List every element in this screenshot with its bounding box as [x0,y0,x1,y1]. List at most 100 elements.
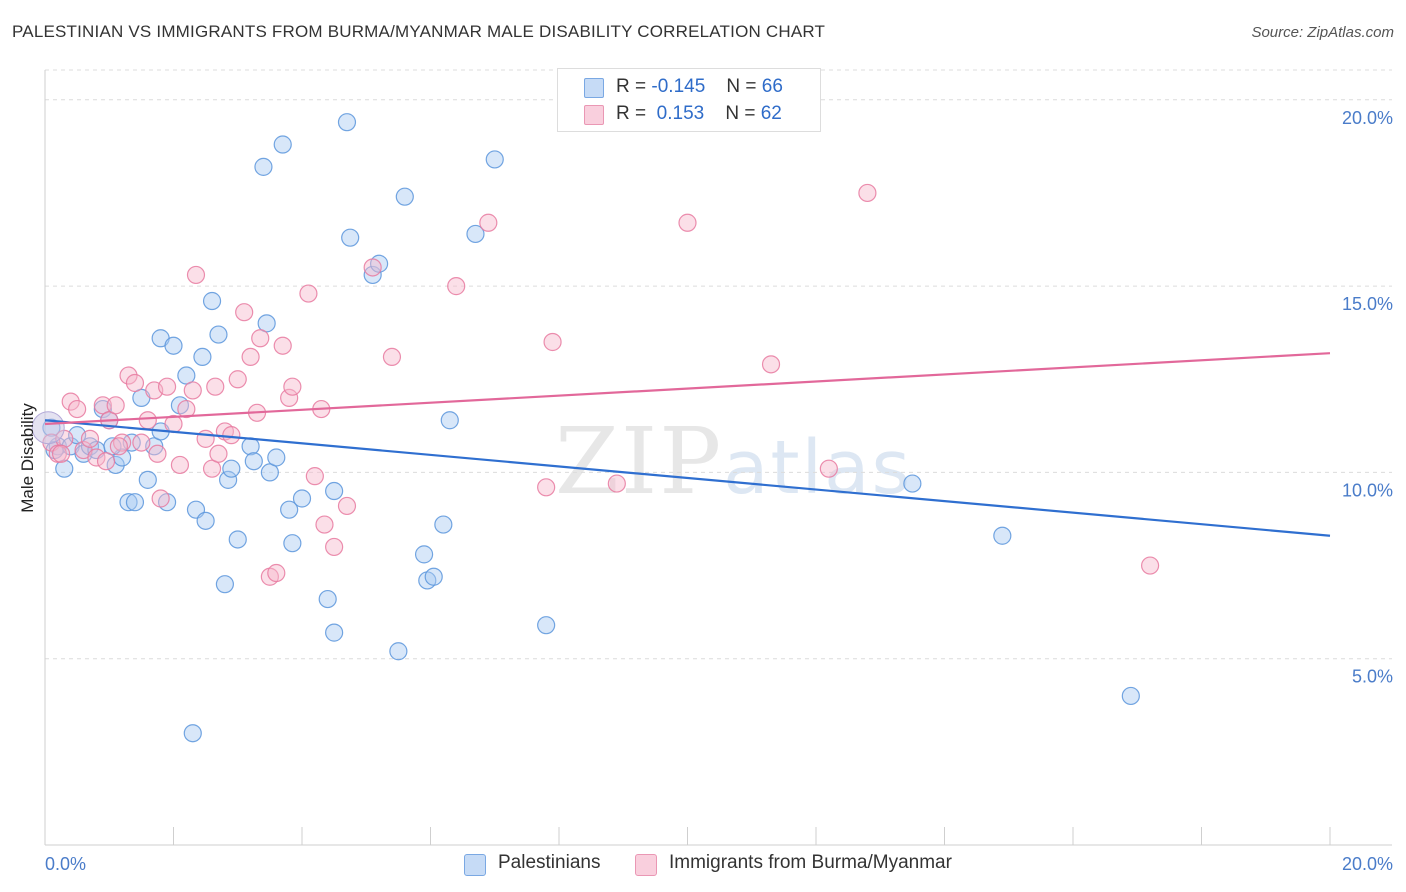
point-cluster [31,411,65,445]
legend-n-value: 66 [761,76,783,97]
point-burma [1140,556,1160,575]
y-tick-label: 5.0% [1352,667,1393,687]
bottom-legend-label: Immigrants from Burma/Myanmar [669,852,952,873]
y-tick-label: 10.0% [1342,480,1393,500]
trend-line-palestinians [44,419,1331,537]
point-burma [241,347,260,366]
point-palestinians [993,526,1012,545]
data-points [31,113,1160,743]
legend-r-value: -0.145 [651,76,706,97]
point-palestinians [325,481,344,501]
point-burma [209,444,228,463]
point-burma [196,429,215,448]
source-label: Source: ZipAtlas.com [1251,24,1394,41]
legend-swatch-blue [584,78,604,98]
point-burma [183,381,202,400]
point-palestinians [196,511,215,530]
point-palestinians [1121,686,1140,706]
chart-title: PALESTINIAN VS IMMIGRANTS FROM BURMA/MYA… [12,22,826,41]
point-palestinians [292,489,312,508]
point-burma [479,213,498,232]
point-burma [267,563,286,583]
point-palestinians [280,500,299,519]
point-palestinians [283,534,302,553]
point-burma [68,399,87,419]
stats-legend: R = -0.145 N = 66 R = 0.153 N = 62 [557,68,821,132]
x-tick-label: 0.0% [45,854,86,874]
bottom-legend-swatch-blue [464,854,486,876]
legend-r-value: 0.153 [651,103,705,124]
point-burma [273,336,292,355]
legend-n-value: 62 [760,103,782,124]
point-burma [87,448,106,467]
point-palestinians [219,470,238,489]
point-palestinians [485,150,504,169]
point-burma [106,396,125,415]
point-burma [305,467,324,486]
point-burma [132,433,151,452]
point-palestinians [215,575,234,594]
point-palestinians [440,411,459,430]
watermark-atlas: atlas [723,425,912,511]
axes [44,70,1392,846]
legend-r-label: R = [616,103,647,124]
point-burma [222,426,241,445]
point-burma [678,213,697,232]
point-burma [543,332,562,352]
bottom-legend-swatch-pink [635,854,657,876]
point-burma [537,478,556,497]
point-burma [206,377,225,396]
tick-labels: 5.0% 10.0% 15.0% 20.0% 0.0% 20.0% Male Disabil… [18,108,1393,874]
point-palestinians [241,437,260,456]
point-burma [119,366,138,385]
legend-n-label: N = [726,76,757,97]
point-palestinians [434,515,453,534]
trend-lines [44,352,1331,537]
legend-n-label: N = [725,103,756,124]
point-palestinians [254,157,273,176]
point-palestinians [318,589,337,609]
point-burma [51,444,71,463]
point-burma [96,452,116,471]
point-palestinians [164,336,183,355]
legend-r-label: R = [616,76,647,97]
point-burma [761,355,781,374]
point-palestinians [138,470,157,489]
point-palestinians [363,265,382,285]
watermark-zip: ZIP [555,408,724,515]
point-burma [109,437,128,456]
point-palestinians [244,452,263,471]
point-burma [157,377,177,396]
point-burma [125,373,145,393]
point-palestinians [389,642,408,661]
point-palestinians [337,113,357,132]
point-burma [80,429,100,448]
point-palestinians [183,724,202,743]
watermark: ZIPatlas [555,408,912,515]
point-burma [251,329,270,348]
point-palestinians [537,616,556,635]
point-burma [138,411,157,430]
point-burma [337,496,357,516]
y-tick-label: 15.0% [1342,294,1393,314]
point-burma [186,265,206,285]
point-burma [325,537,344,557]
point-palestinians [414,545,434,564]
point-palestinians [267,448,286,467]
point-palestinians [228,530,247,549]
y-axis-label: Male Disability [18,403,37,513]
point-palestinians [209,325,228,344]
point-burma [235,303,254,322]
point-burma [283,377,302,396]
point-palestinians [424,567,443,586]
bottom-legend-label: Palestinians [498,852,601,873]
point-palestinians [193,347,212,366]
point-burma [280,388,299,407]
point-burma [447,277,466,296]
point-palestinians [325,623,344,642]
point-palestinians [222,459,241,478]
point-burma [61,392,80,411]
point-palestinians [125,493,145,512]
point-burma [363,258,382,277]
